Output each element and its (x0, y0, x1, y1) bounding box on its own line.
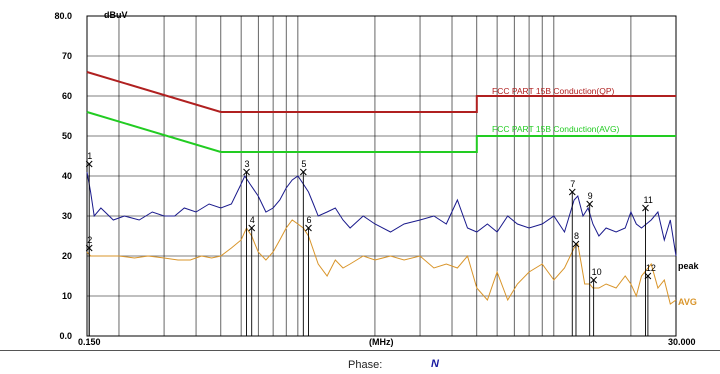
marker-6: 6 (305, 215, 312, 336)
marker-label: 7 (570, 179, 575, 189)
marker-x (572, 240, 580, 248)
y-tick-label: 10 (62, 291, 72, 301)
marker-x (642, 204, 649, 212)
marker-9: 9 (586, 191, 594, 336)
marker-x (568, 188, 576, 196)
y-tick-label: 60 (62, 91, 72, 101)
marker-x (590, 276, 597, 284)
marker-label: 10 (592, 267, 602, 277)
y-tick-label: 70 (62, 51, 72, 61)
marker-7: 7 (568, 179, 576, 336)
y-tick-label: 80.0 (54, 11, 72, 21)
phase-row: Phase: N (0, 352, 720, 374)
y-axis-label: dBuV (104, 10, 128, 20)
limit-label-avg: FCC PART 15B Conduction(AVG) (492, 124, 620, 134)
y-tick-label: 40 (62, 171, 72, 181)
marker-label: 11 (643, 195, 652, 205)
y-tick-label: 50 (62, 131, 72, 141)
marker-x (644, 272, 652, 280)
series-end-label-peak: peak (678, 261, 700, 271)
marker-label: 3 (245, 159, 250, 169)
limit-lines (86, 71, 676, 153)
marker-label: 4 (250, 215, 255, 225)
marker-x (85, 160, 93, 168)
series-peak-line (86, 171, 677, 257)
marker-3: 3 (243, 159, 250, 336)
marker-label: 2 (87, 235, 92, 245)
y-tick-label: 20 (62, 251, 72, 261)
phase-value: N (431, 358, 439, 370)
marker-label: 5 (301, 159, 306, 169)
marker-label: 6 (306, 215, 311, 225)
marker-x (305, 224, 312, 232)
x-tick-label-end: 30.000 (668, 337, 696, 347)
x-axis-label: (MHz) (369, 337, 394, 347)
marker-10: 10 (590, 267, 602, 336)
limit-label-qp: FCC PART 15B Conduction(QP) (492, 86, 615, 96)
limit-line-qp (86, 71, 676, 113)
marker-5: 5 (299, 159, 307, 336)
footer-separator (0, 350, 720, 351)
emission-chart: 0.0 10 20 30 40 50 60 70 80.0 dBuV (MHz) 0.150 3… (54, 10, 700, 347)
marker-12: 12 (644, 263, 656, 336)
marker-x (243, 168, 250, 176)
marker-x (85, 244, 93, 252)
marker-2: 2 (85, 235, 93, 336)
x-tick-label-start: 0.150 (78, 337, 101, 347)
limit-line-avg (86, 111, 676, 153)
phase-label: Phase: (348, 359, 383, 371)
marker-label: 12 (646, 263, 656, 273)
marker-4: 4 (248, 215, 256, 336)
marker-label: 1 (87, 151, 92, 161)
series-end-label-avg: AVG (678, 297, 697, 307)
marker-8: 8 (572, 231, 580, 336)
y-tick-label: 30 (62, 211, 72, 221)
marker-x (299, 168, 307, 176)
marker-x (586, 200, 594, 208)
marker-11: 11 (642, 195, 653, 336)
marker-label: 8 (574, 231, 579, 241)
marker-label: 9 (588, 191, 593, 201)
series-avg-line (86, 219, 677, 305)
y-axis: 0.0 10 20 30 40 50 60 70 80.0 (54, 11, 72, 341)
marker-x (248, 224, 256, 232)
y-tick-label: 0.0 (59, 331, 72, 341)
measurement-traces (86, 171, 677, 305)
